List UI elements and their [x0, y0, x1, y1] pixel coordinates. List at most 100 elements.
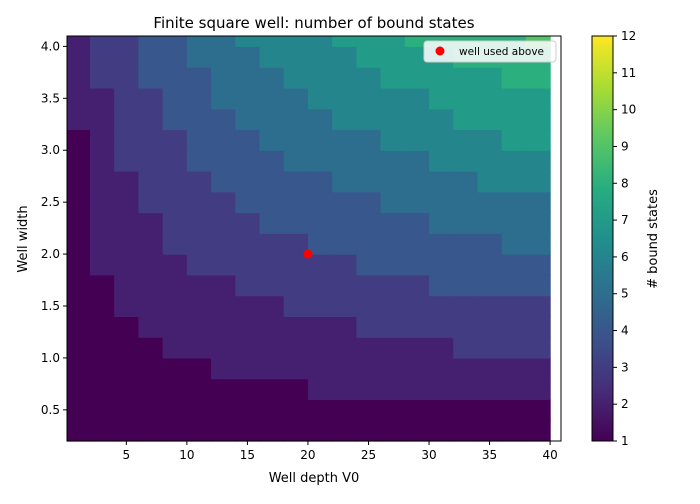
heatmap-cell [186, 274, 212, 297]
heatmap-cell [235, 399, 261, 421]
heatmap-cell [211, 254, 236, 276]
heatmap-cell [356, 212, 382, 234]
heatmap-cell [404, 67, 430, 89]
heatmap-cell [114, 87, 140, 110]
heatmap-cell [283, 36, 309, 47]
heatmap-cell [114, 171, 140, 193]
heatmap-cell [211, 171, 236, 193]
heatmap-cell [186, 420, 212, 442]
heatmap-cell [186, 87, 212, 110]
heatmap-cell [332, 87, 357, 110]
heatmap-cell [162, 46, 188, 68]
heatmap-cell [477, 316, 503, 338]
heatmap-cell [429, 150, 454, 172]
heatmap-cell [404, 129, 430, 151]
heatmap-cell [283, 254, 309, 276]
heatmap-cell [501, 129, 527, 151]
heatmap-cell [453, 87, 479, 110]
heatmap-cell [453, 212, 479, 234]
heatmap-cell [525, 67, 551, 89]
heatmap-cell [235, 233, 261, 255]
heatmap-cell [307, 274, 333, 297]
heatmap-cell [525, 150, 551, 172]
heatmap-cell [90, 337, 115, 359]
legend-entry-label: well used above [459, 46, 544, 58]
heatmap-cell [356, 129, 382, 151]
heatmap-cell [477, 357, 503, 380]
heatmap-cell [453, 67, 479, 89]
heatmap-cell [259, 233, 285, 255]
heatmap-cell [186, 150, 212, 172]
heatmap-cell [138, 87, 164, 110]
heatmap-cell [211, 378, 236, 401]
heatmap-cell [138, 399, 164, 421]
heatmap-cell [67, 171, 91, 193]
heatmap-cell [235, 191, 261, 214]
heatmap-cell [356, 399, 382, 421]
heatmap-cell [477, 191, 503, 214]
x-tick-label: 25 [361, 448, 376, 462]
heatmap-cell [380, 46, 406, 68]
x-tick-label: 10 [179, 448, 194, 462]
heatmap-cell [114, 129, 140, 151]
heatmap-cell [283, 357, 309, 380]
heatmap-cell [186, 36, 212, 47]
heatmap-cell [138, 316, 164, 338]
x-axis: 5 10 15 20 25 30 35 40 [123, 441, 558, 462]
heatmap-cell [162, 357, 188, 380]
heatmap-cell [90, 150, 115, 172]
heatmap-cell [114, 357, 140, 380]
heatmap-cell [404, 36, 430, 47]
heatmap-cell [525, 357, 551, 380]
heatmap-cell [259, 36, 285, 47]
heatmap-cell [235, 150, 261, 172]
heatmap-cell [186, 108, 212, 131]
heatmap-cell [477, 233, 503, 255]
colorbar-tick-label: 5 [621, 287, 629, 301]
x-tick-label: 30 [421, 448, 436, 462]
heatmap-cell [67, 316, 91, 338]
heatmap-cell [162, 316, 188, 338]
heatmap-cell [453, 129, 479, 151]
heatmap-cell [162, 254, 188, 276]
heatmap-cell [404, 316, 430, 338]
colorbar-tick-label: 10 [621, 103, 636, 117]
heatmap-cell [501, 108, 527, 131]
heatmap-cell [429, 316, 454, 338]
heatmap-cell [525, 254, 551, 276]
heatmap-cell [162, 295, 188, 317]
heatmap-cell [477, 295, 503, 317]
y-axis-label: Well width [16, 205, 31, 272]
heatmap-cell [404, 212, 430, 234]
heatmap-cell [211, 274, 236, 297]
heatmap-cell [501, 316, 527, 338]
heatmap-cell [356, 108, 382, 131]
heatmap-cell [380, 129, 406, 151]
heatmap-cell [90, 36, 115, 47]
heatmap-cell [138, 254, 164, 276]
heatmap-cell [67, 357, 91, 380]
heatmap-cell [211, 316, 236, 338]
heatmap-cell [138, 46, 164, 68]
heatmap-cell [404, 337, 430, 359]
heatmap-cell [380, 191, 406, 214]
heatmap-cell [332, 420, 357, 442]
heatmap-cell [211, 337, 236, 359]
heatmap-cell [67, 87, 91, 110]
heatmap-cell [67, 212, 91, 234]
heatmap-cell [186, 129, 212, 151]
heatmap-cell [259, 399, 285, 421]
heatmap-cell [477, 337, 503, 359]
heatmap-cell [283, 171, 309, 193]
heatmap-cell [67, 46, 91, 68]
heatmap-cell [404, 191, 430, 214]
colorbar-tick-label: 4 [621, 324, 629, 338]
heatmap-cell [67, 295, 91, 317]
heatmap-cell [162, 36, 188, 47]
y-tick-label: 2.5 [41, 195, 60, 209]
heatmap-cell [356, 36, 382, 47]
heatmap-cell [453, 274, 479, 297]
heatmap-cell [477, 108, 503, 131]
heatmap-cell [283, 212, 309, 234]
heatmap-cell [283, 399, 309, 421]
